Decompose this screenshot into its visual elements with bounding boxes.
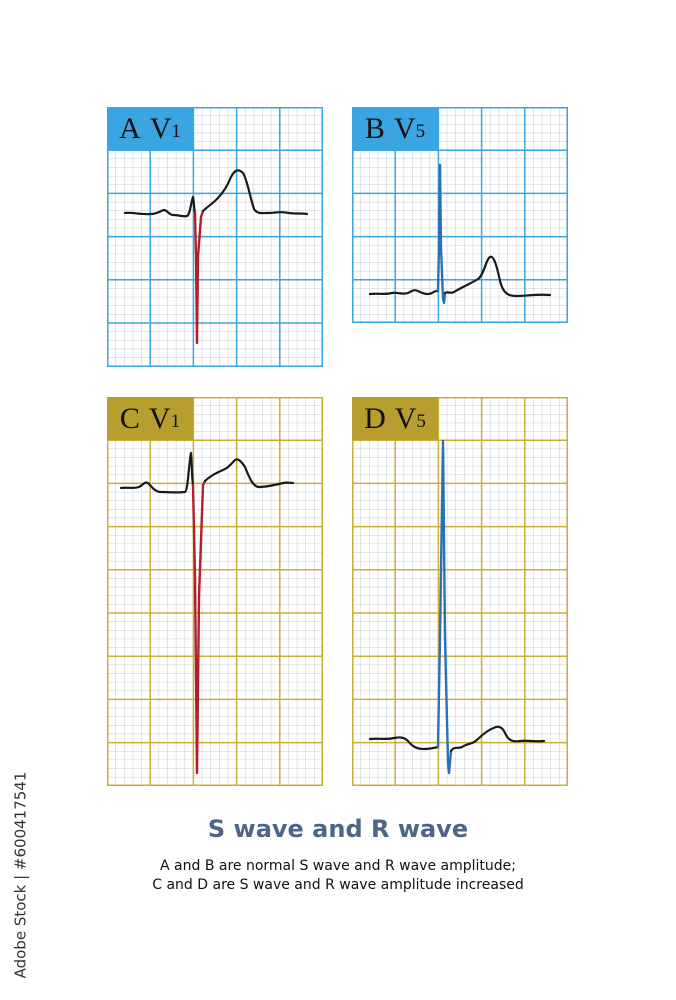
lead-name-b: V (393, 111, 416, 145)
caption-line-1: A and B are normal S wave and R wave amp… (160, 858, 516, 874)
lead-name-c: V (148, 401, 171, 435)
figure-title: S wave and R wave (207, 815, 469, 843)
ecg-panel-b: B V 5 (352, 107, 568, 323)
panel-letter-d: D (364, 401, 386, 435)
ecg-trace-b-r-wave (436, 163, 447, 305)
panel-a-grid-lines (107, 107, 323, 367)
panel-letter-b: B (364, 111, 385, 145)
panel-b-grid-lines (352, 107, 568, 323)
panel-letter-a: A (119, 111, 141, 145)
ecg-trace-c-t-wave (203, 458, 295, 489)
lead-number-a: 1 (171, 120, 181, 142)
ecg-grid-b (352, 107, 568, 323)
ecg-trace-d-t-wave (449, 725, 546, 753)
panel-label-c: C V 1 (107, 397, 193, 440)
panel-c-label-background (107, 397, 193, 440)
panel-a-label-background (107, 107, 193, 150)
ecg-grid-c (107, 397, 323, 786)
lead-name-d: V (394, 401, 417, 435)
ecg-trace-a-s-wave (193, 209, 205, 345)
ecg-trace-b-t-wave (443, 255, 552, 298)
ecg-trace-d-baseline (368, 736, 440, 751)
lead-number-d: 5 (416, 410, 426, 432)
ecg-panel-a: A V 1 (107, 107, 323, 367)
ecg-trace-b-baseline (368, 289, 440, 296)
ecg-trace-a-baseline (123, 195, 197, 218)
watermark-text: Adobe Stock | #600417541 (11, 771, 29, 979)
panel-letter-c: C (119, 401, 140, 435)
panel-label-d: D V 5 (352, 397, 438, 440)
panel-c-grid-lines (107, 397, 323, 786)
panel-b-label-background (352, 107, 438, 150)
caption-line-2: C and D are S wave and R wave amplitude … (152, 877, 524, 893)
ecg-trace-d-r-wave (436, 439, 453, 775)
panel-label-a: A V 1 (107, 107, 193, 150)
ecg-panel-c: C V 1 (107, 397, 323, 786)
panel-d-label-background (352, 397, 438, 440)
ecg-grid-a (107, 107, 323, 367)
ecg-panel-d: D V 5 (352, 397, 568, 786)
ecg-grid-d (352, 397, 568, 786)
ecg-trace-a-t-wave (201, 169, 309, 216)
panel-label-b: B V 5 (352, 107, 438, 150)
ecg-trace-c-baseline (119, 451, 195, 494)
lead-name-a: V (149, 111, 172, 145)
lead-number-b: 5 (415, 120, 426, 142)
ecg-trace-c-s-wave (191, 479, 207, 775)
panel-d-grid-lines (352, 397, 568, 786)
stock-watermark: Adobe Stock | #600417541 (8, 770, 32, 980)
lead-number-c: 1 (170, 410, 181, 432)
